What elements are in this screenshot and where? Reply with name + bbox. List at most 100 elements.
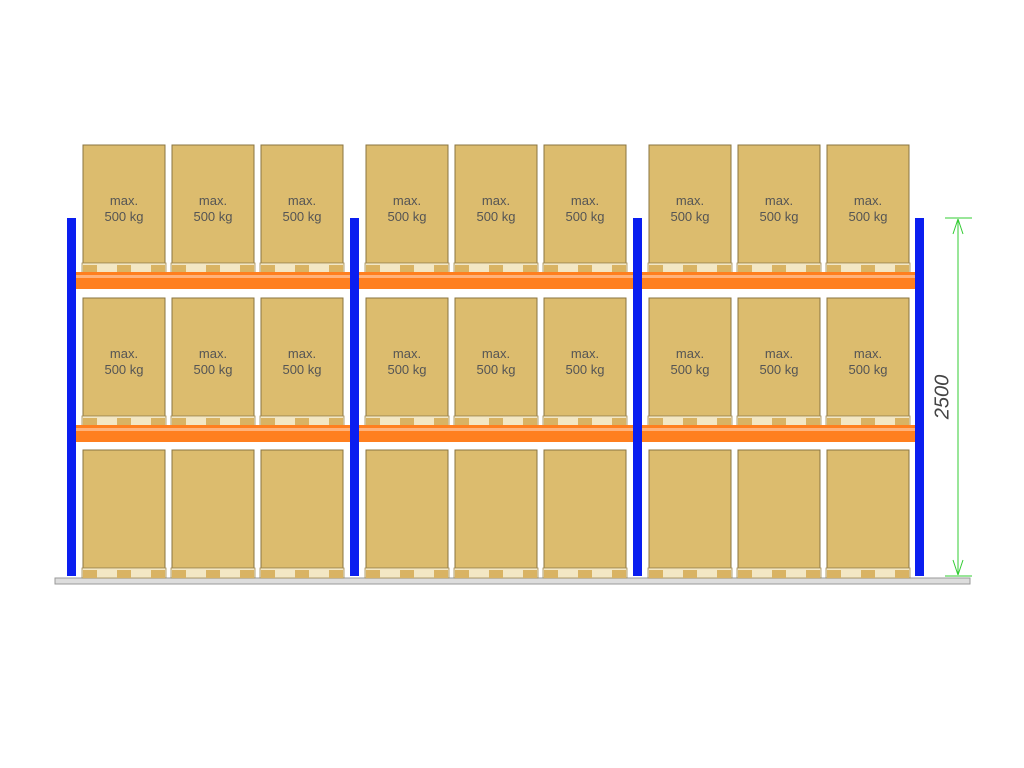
- pallet-block: [489, 418, 503, 426]
- box: [82, 449, 166, 569]
- pallet-block: [683, 265, 697, 273]
- pallet-block: [400, 570, 414, 578]
- pallet-block: [489, 265, 503, 273]
- pallet-block: [151, 265, 165, 273]
- pallet-block: [206, 570, 220, 578]
- box-label: 500 kg: [565, 209, 604, 224]
- pallet-block: [523, 265, 537, 273]
- pallet-block: [172, 570, 186, 578]
- pallet-block: [240, 570, 254, 578]
- pallet-block: [827, 265, 841, 273]
- pallet-block: [649, 418, 663, 426]
- box-label: max.: [110, 346, 138, 361]
- box: [365, 297, 449, 417]
- pallet-block: [806, 265, 820, 273]
- pallet-block: [578, 418, 592, 426]
- box-label: max.: [393, 346, 421, 361]
- box-label: 500 kg: [565, 362, 604, 377]
- pallet-block: [261, 265, 275, 273]
- pallet-block: [612, 418, 626, 426]
- pallet-block: [738, 265, 752, 273]
- box: [826, 144, 910, 264]
- pallet-block: [717, 418, 731, 426]
- pallet-block: [172, 418, 186, 426]
- box: [543, 144, 627, 264]
- box-label: max.: [765, 193, 793, 208]
- pallet-block: [329, 570, 343, 578]
- box: [171, 449, 255, 569]
- box: [737, 297, 821, 417]
- pallet-block: [717, 265, 731, 273]
- box: [82, 297, 166, 417]
- pallet-block: [861, 570, 875, 578]
- pallet-block: [240, 418, 254, 426]
- pallet-block: [151, 418, 165, 426]
- pallet-block: [400, 418, 414, 426]
- box-label: max.: [288, 346, 316, 361]
- box-label: 500 kg: [193, 362, 232, 377]
- box: [82, 144, 166, 264]
- pallet-block: [455, 265, 469, 273]
- pallet-block: [772, 570, 786, 578]
- box: [454, 449, 538, 569]
- box-label: max.: [676, 346, 704, 361]
- pallet-block: [861, 265, 875, 273]
- pallet-block: [523, 418, 537, 426]
- floor: [54, 577, 971, 585]
- box-label: 500 kg: [476, 209, 515, 224]
- pallet-block: [806, 418, 820, 426]
- box: [260, 449, 344, 569]
- pallet-block: [295, 265, 309, 273]
- pallet-block: [806, 570, 820, 578]
- pallet-block: [738, 418, 752, 426]
- pallet-block: [400, 265, 414, 273]
- box: [648, 449, 732, 569]
- pallet-block: [117, 418, 131, 426]
- pallet-block: [827, 570, 841, 578]
- box: [260, 144, 344, 264]
- box-label: max.: [199, 193, 227, 208]
- box-label: 500 kg: [759, 209, 798, 224]
- pallet-block: [329, 265, 343, 273]
- uprights: [67, 218, 924, 576]
- box: [454, 144, 538, 264]
- box-label: 500 kg: [759, 362, 798, 377]
- box-label: 500 kg: [282, 362, 321, 377]
- pallet-block: [717, 570, 731, 578]
- pallet-block: [683, 418, 697, 426]
- pallet-block: [578, 265, 592, 273]
- beam-highlight: [70, 428, 920, 431]
- box-label: max.: [482, 193, 510, 208]
- box: [737, 449, 821, 569]
- box-label: 500 kg: [387, 209, 426, 224]
- box-label: 500 kg: [193, 209, 232, 224]
- box-label: 500 kg: [104, 362, 143, 377]
- pallet-block: [434, 570, 448, 578]
- box-label: max.: [765, 346, 793, 361]
- pallet-block: [544, 418, 558, 426]
- box-label: 500 kg: [476, 362, 515, 377]
- box-label: max.: [854, 346, 882, 361]
- box-label: 500 kg: [670, 209, 709, 224]
- pallet-block: [523, 570, 537, 578]
- pallet-block: [455, 418, 469, 426]
- pallet-block: [117, 265, 131, 273]
- pallet-block: [895, 418, 909, 426]
- box-label: 500 kg: [282, 209, 321, 224]
- pallet-block: [649, 265, 663, 273]
- pallet-block: [366, 570, 380, 578]
- box-label: max.: [393, 193, 421, 208]
- pallet-block: [151, 570, 165, 578]
- box-label: 500 kg: [104, 209, 143, 224]
- box-label: max.: [199, 346, 227, 361]
- pallet-block: [295, 418, 309, 426]
- upright: [350, 218, 359, 576]
- pallet-block: [434, 418, 448, 426]
- box: [737, 144, 821, 264]
- upright: [633, 218, 642, 576]
- pallet-block: [329, 418, 343, 426]
- beam: [70, 425, 920, 442]
- pallet-block: [578, 570, 592, 578]
